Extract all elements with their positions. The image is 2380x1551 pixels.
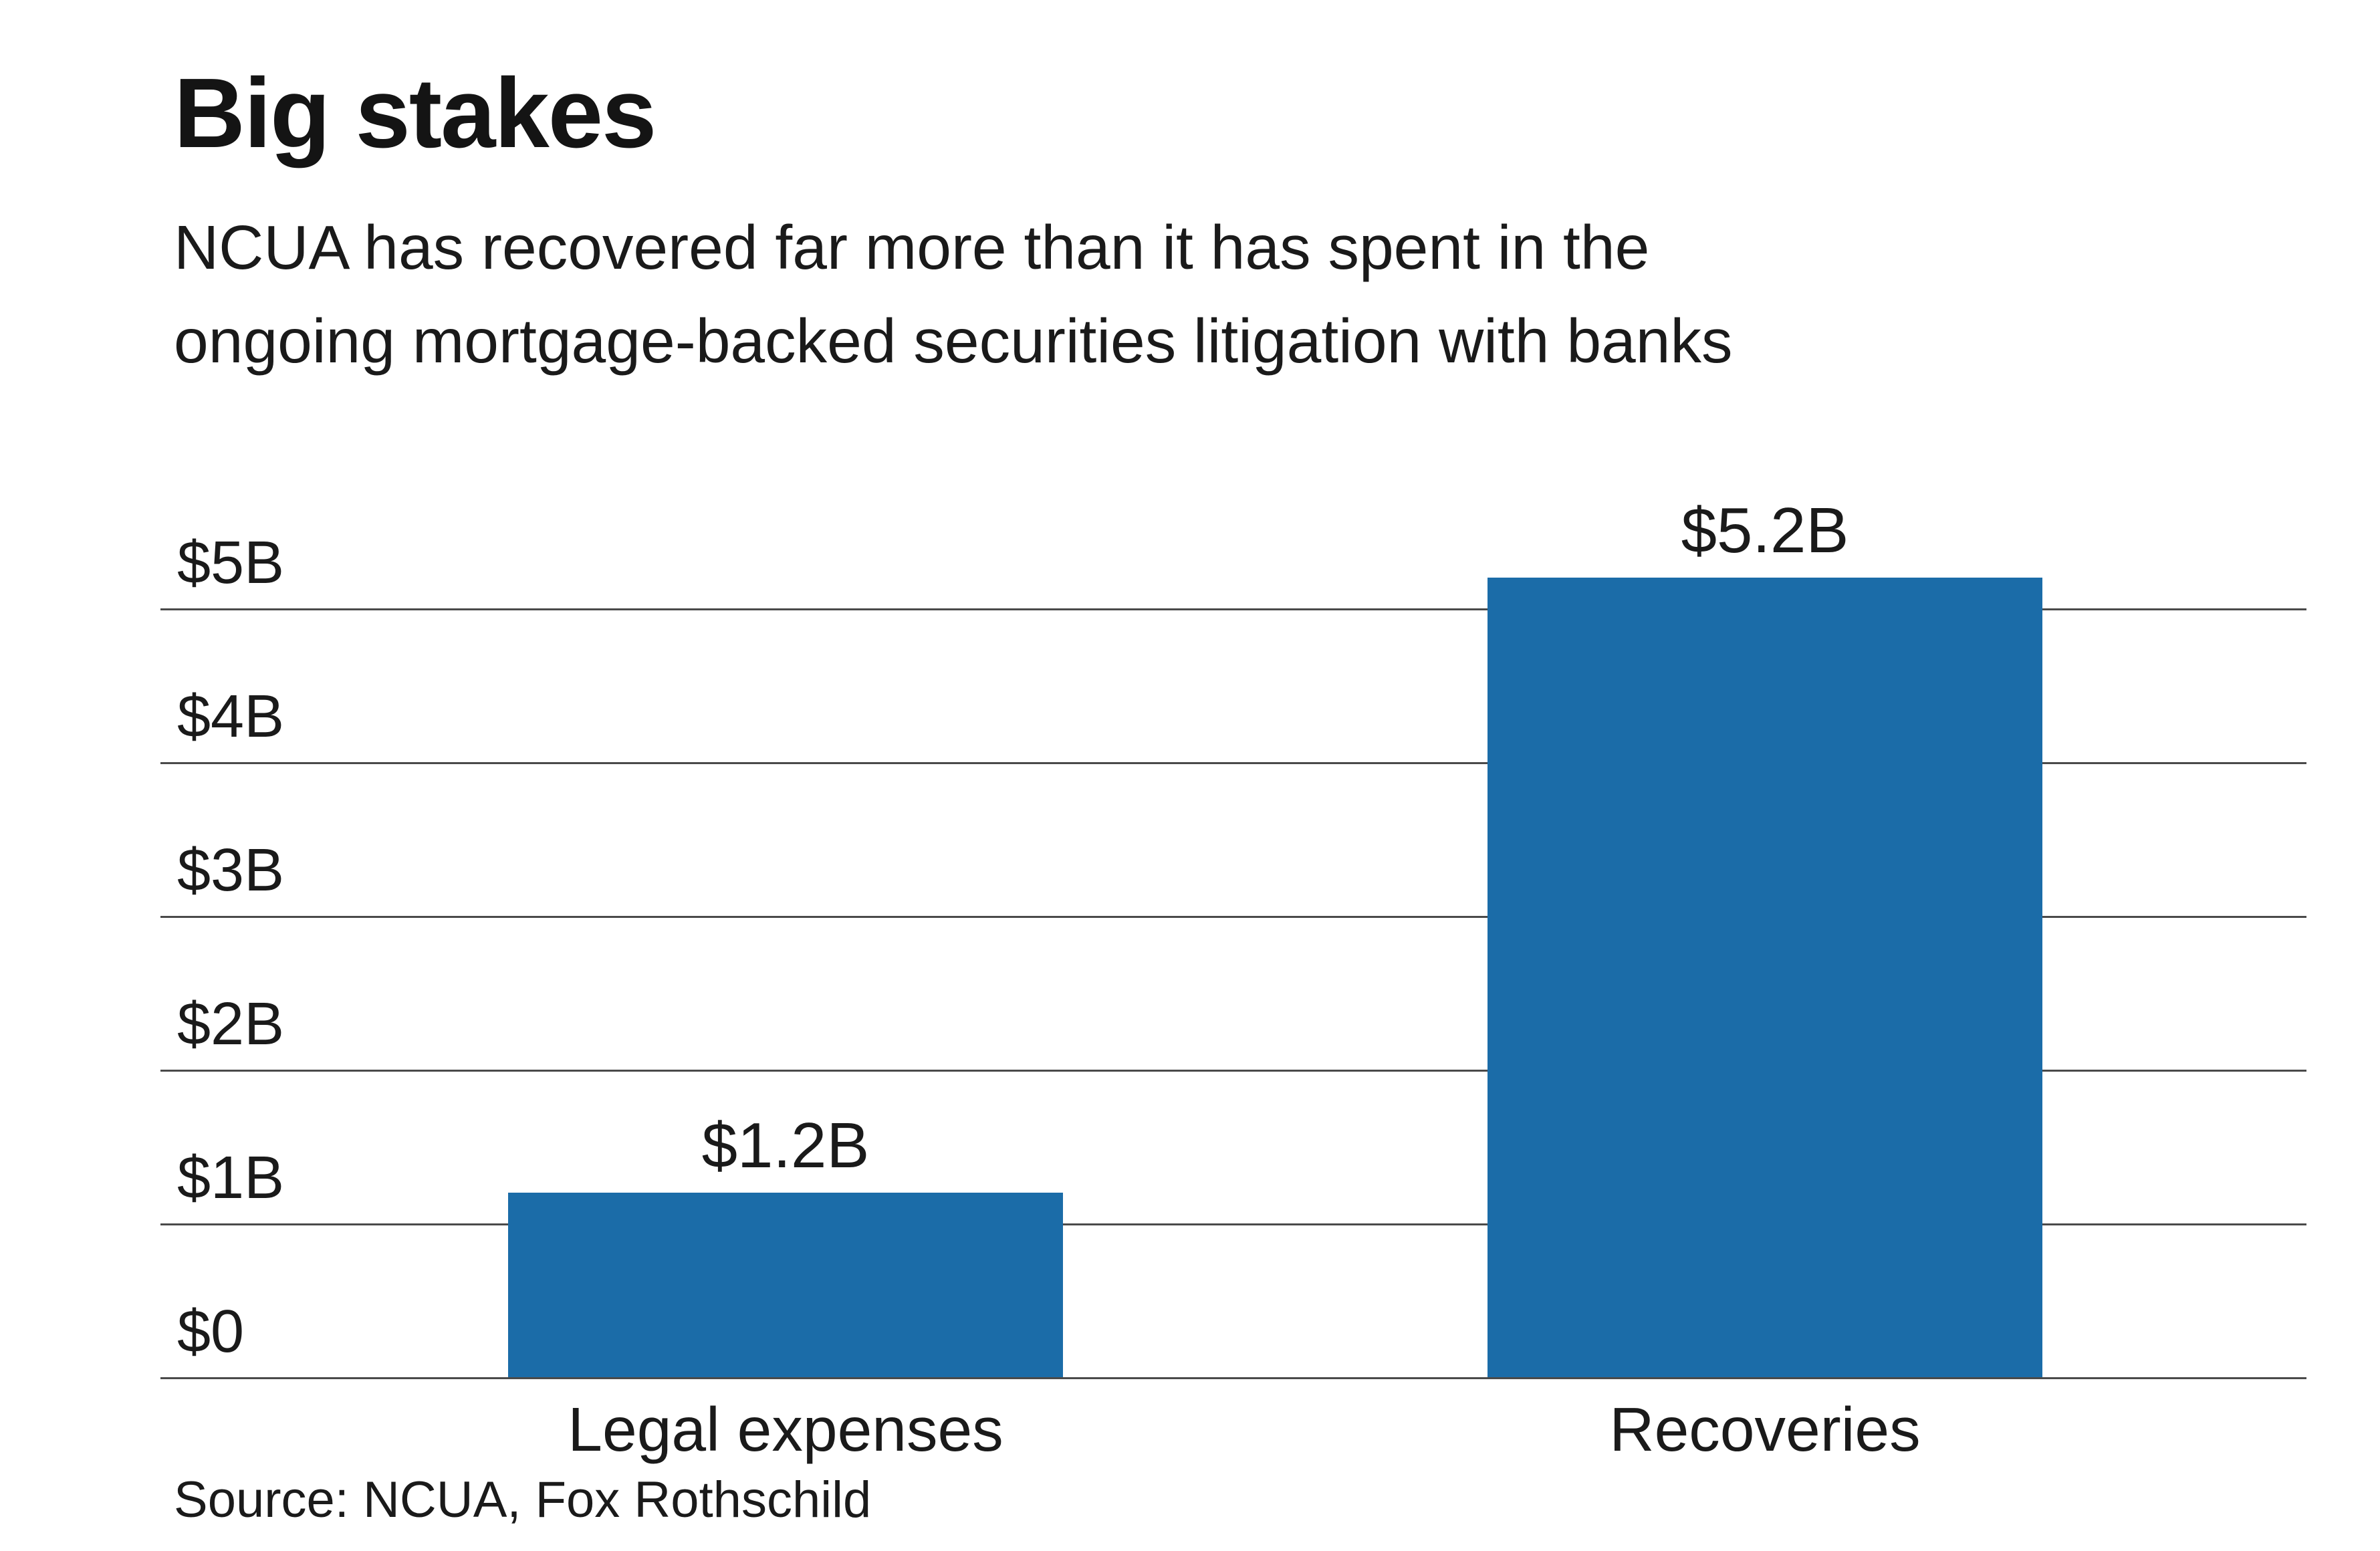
chart-title: Big stakes	[174, 58, 657, 168]
y-axis-label--3b: $3B	[177, 837, 285, 904]
source-attribution: Source: NCUA, Fox Rothschild	[174, 1471, 872, 1528]
chart-subtitle-line-2: ongoing mortgage-backed securities litig…	[174, 306, 1733, 376]
chart-subtitle-line-1: NCUA has recovered far more than it has …	[174, 213, 1650, 282]
category-label-legal-expenses: Legal expenses	[568, 1395, 1003, 1464]
y-axis-label--5b: $5B	[177, 529, 285, 596]
y-axis-label--1b: $1B	[177, 1145, 285, 1211]
y-axis-label--0: $0	[177, 1298, 245, 1365]
gridline--2b	[160, 1070, 2306, 1072]
gridline--5b	[160, 608, 2306, 610]
chart-subtitle: NCUA has recovered far more than it has …	[174, 201, 1733, 388]
gridline--4b	[160, 762, 2306, 764]
bar-chart: $0 $1B $2B $3B $4B $5B $1.2B Legal expenses $5.2…	[160, 495, 2306, 1498]
bar-recoveries	[1488, 578, 2042, 1377]
gridline--1b	[160, 1223, 2306, 1225]
bar-legal-expenses	[508, 1193, 1063, 1377]
gridline--3b	[160, 916, 2306, 918]
gridline--0	[160, 1377, 2306, 1379]
value-label-recoveries: $5.2B	[1681, 495, 1849, 566]
y-axis-label--4b: $4B	[177, 683, 285, 750]
value-label-legal-expenses: $1.2B	[701, 1110, 870, 1181]
category-label-recoveries: Recoveries	[1609, 1395, 1921, 1464]
y-axis-label--2b: $2B	[177, 991, 285, 1058]
